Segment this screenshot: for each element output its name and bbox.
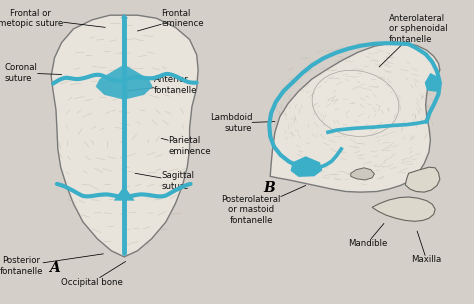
Polygon shape: [51, 15, 198, 257]
Text: Posterior
fontanelle: Posterior fontanelle: [0, 254, 103, 276]
Text: A: A: [49, 261, 60, 275]
Text: Frontal or
metopic suture: Frontal or metopic suture: [0, 9, 105, 28]
Polygon shape: [291, 156, 322, 177]
Polygon shape: [351, 168, 374, 180]
Text: Anterolateral
or sphenoidal
fontanelle: Anterolateral or sphenoidal fontanelle: [379, 14, 447, 67]
Text: Frontal
eminence: Frontal eminence: [137, 9, 204, 31]
Text: Lambdoid
suture: Lambdoid suture: [210, 113, 275, 133]
Text: Maxilla: Maxilla: [411, 231, 442, 264]
Text: Occipital bone: Occipital bone: [62, 261, 126, 287]
Polygon shape: [425, 73, 440, 92]
Text: B: B: [264, 181, 275, 195]
Polygon shape: [372, 197, 435, 221]
Ellipse shape: [312, 70, 399, 136]
Text: Sagittal
suture: Sagittal suture: [135, 171, 194, 191]
Polygon shape: [270, 43, 440, 192]
Text: Mandible: Mandible: [347, 223, 387, 248]
Polygon shape: [96, 64, 153, 100]
Polygon shape: [114, 186, 135, 201]
Text: Coronal
suture: Coronal suture: [5, 63, 62, 83]
Text: Parietal
eminence: Parietal eminence: [161, 136, 211, 156]
Polygon shape: [121, 14, 128, 19]
Text: Anterior
fontanelle: Anterior fontanelle: [124, 75, 198, 95]
Polygon shape: [405, 167, 440, 192]
Text: Posterolateral
or mastoid
fontanelle: Posterolateral or mastoid fontanelle: [221, 185, 306, 225]
